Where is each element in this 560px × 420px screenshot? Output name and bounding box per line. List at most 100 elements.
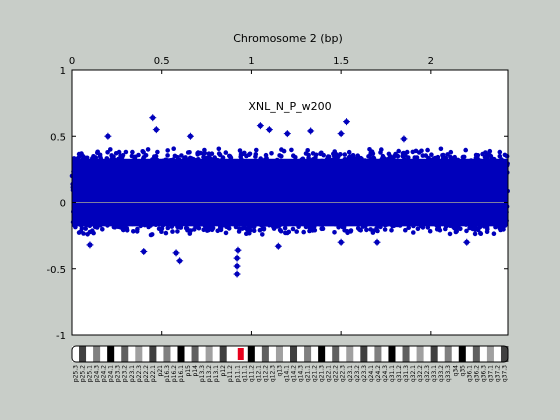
outlier-point bbox=[337, 238, 345, 246]
data-point bbox=[247, 230, 252, 236]
ideogram-band bbox=[226, 346, 235, 362]
data-point bbox=[346, 149, 352, 155]
ideogram-band bbox=[170, 346, 178, 362]
data-point bbox=[87, 229, 93, 235]
band-label: p13.2 bbox=[206, 365, 213, 382]
band-label: p16.1 bbox=[178, 365, 185, 382]
ideogram-band bbox=[268, 346, 277, 362]
data-point bbox=[475, 227, 481, 233]
ideogram-band bbox=[416, 346, 425, 362]
data-point bbox=[216, 146, 222, 152]
data-point bbox=[163, 230, 169, 236]
data-point bbox=[123, 149, 129, 155]
ideogram-band bbox=[254, 346, 263, 362]
ideogram-band bbox=[205, 346, 214, 362]
data-point bbox=[131, 229, 136, 234]
ideogram-band bbox=[444, 346, 453, 362]
data-point bbox=[396, 148, 402, 154]
outlier-point bbox=[233, 270, 241, 278]
ideogram-band bbox=[465, 346, 474, 362]
band-label: q36.3 bbox=[480, 365, 487, 382]
band-label: p25.1 bbox=[87, 365, 94, 382]
data-point bbox=[404, 149, 410, 155]
data-point bbox=[319, 150, 324, 156]
data-point bbox=[338, 152, 343, 157]
ideogram-band bbox=[128, 346, 136, 362]
data-point bbox=[175, 229, 180, 234]
data-point bbox=[411, 230, 416, 235]
x-tick-label: 2 bbox=[428, 56, 434, 67]
data-point bbox=[247, 151, 253, 157]
data-point bbox=[119, 155, 125, 160]
ideogram-band bbox=[458, 346, 467, 362]
outlier-point bbox=[186, 132, 194, 140]
data-point bbox=[480, 151, 485, 157]
band-label: p22.2 bbox=[143, 365, 150, 382]
data-point bbox=[434, 227, 440, 232]
band-label: q32.1 bbox=[410, 365, 417, 382]
ideogram-band bbox=[93, 346, 101, 362]
ideogram-band bbox=[409, 346, 417, 362]
band-label: q22.3 bbox=[340, 365, 347, 382]
outlier-point bbox=[149, 114, 157, 122]
data-point bbox=[294, 229, 300, 234]
data-point bbox=[463, 147, 469, 153]
band-label: p24.3 bbox=[94, 365, 101, 382]
series-annotation: XNL_N_P_w200 bbox=[248, 100, 331, 113]
data-point bbox=[342, 152, 348, 157]
ideogram-outline bbox=[71, 345, 509, 363]
data-point bbox=[223, 230, 229, 236]
ideogram-band bbox=[184, 346, 192, 362]
outlier-point bbox=[400, 135, 408, 143]
ideogram-band bbox=[367, 346, 375, 362]
data-point bbox=[497, 149, 503, 155]
data-point bbox=[257, 227, 263, 233]
data-point bbox=[290, 226, 296, 232]
band-label: p24.1 bbox=[108, 365, 115, 382]
data-point bbox=[448, 149, 454, 155]
band-label: p23.3 bbox=[115, 365, 122, 382]
data-point bbox=[97, 152, 103, 158]
data-point bbox=[438, 146, 444, 152]
ideogram-band bbox=[493, 346, 502, 362]
ideogram-band bbox=[240, 346, 249, 362]
ideogram-band bbox=[177, 346, 185, 362]
data-point bbox=[425, 147, 430, 153]
outlier-point bbox=[373, 238, 381, 246]
ideogram-band bbox=[437, 346, 446, 362]
y-tick-label: 0.5 bbox=[50, 132, 66, 143]
band-label: q35 bbox=[459, 365, 466, 377]
ideogram-band bbox=[346, 346, 354, 362]
data-point bbox=[429, 152, 434, 157]
ideogram-band bbox=[142, 346, 150, 362]
data-point bbox=[370, 230, 376, 235]
ideogram-band bbox=[353, 346, 361, 362]
ideogram-band bbox=[198, 346, 207, 362]
band-label: q37.3 bbox=[502, 365, 509, 382]
data-point bbox=[171, 146, 176, 151]
band-label: p11.2 bbox=[227, 365, 234, 382]
band-label: p23.2 bbox=[122, 365, 129, 382]
ideogram-band bbox=[100, 346, 108, 362]
ideogram-band bbox=[107, 346, 115, 362]
band-label: p22.1 bbox=[150, 365, 157, 382]
band-label: q32.2 bbox=[417, 365, 424, 382]
band-label: q11.1 bbox=[241, 365, 248, 382]
data-point bbox=[374, 226, 379, 231]
ideogram-band bbox=[374, 346, 382, 362]
band-label: q22.2 bbox=[333, 365, 340, 382]
data-point bbox=[393, 151, 398, 157]
data-point bbox=[504, 153, 510, 159]
band-label: q22.1 bbox=[326, 365, 333, 382]
x-tick-label: 1 bbox=[248, 56, 254, 67]
ideogram-band bbox=[318, 346, 326, 362]
ideogram-band bbox=[472, 346, 481, 362]
data-point bbox=[141, 150, 146, 155]
data-point bbox=[93, 155, 99, 160]
band-label: q12.1 bbox=[255, 365, 262, 382]
data-point bbox=[423, 153, 429, 158]
ideogram-band bbox=[451, 346, 460, 362]
data-point bbox=[310, 228, 315, 233]
data-point bbox=[401, 150, 407, 156]
